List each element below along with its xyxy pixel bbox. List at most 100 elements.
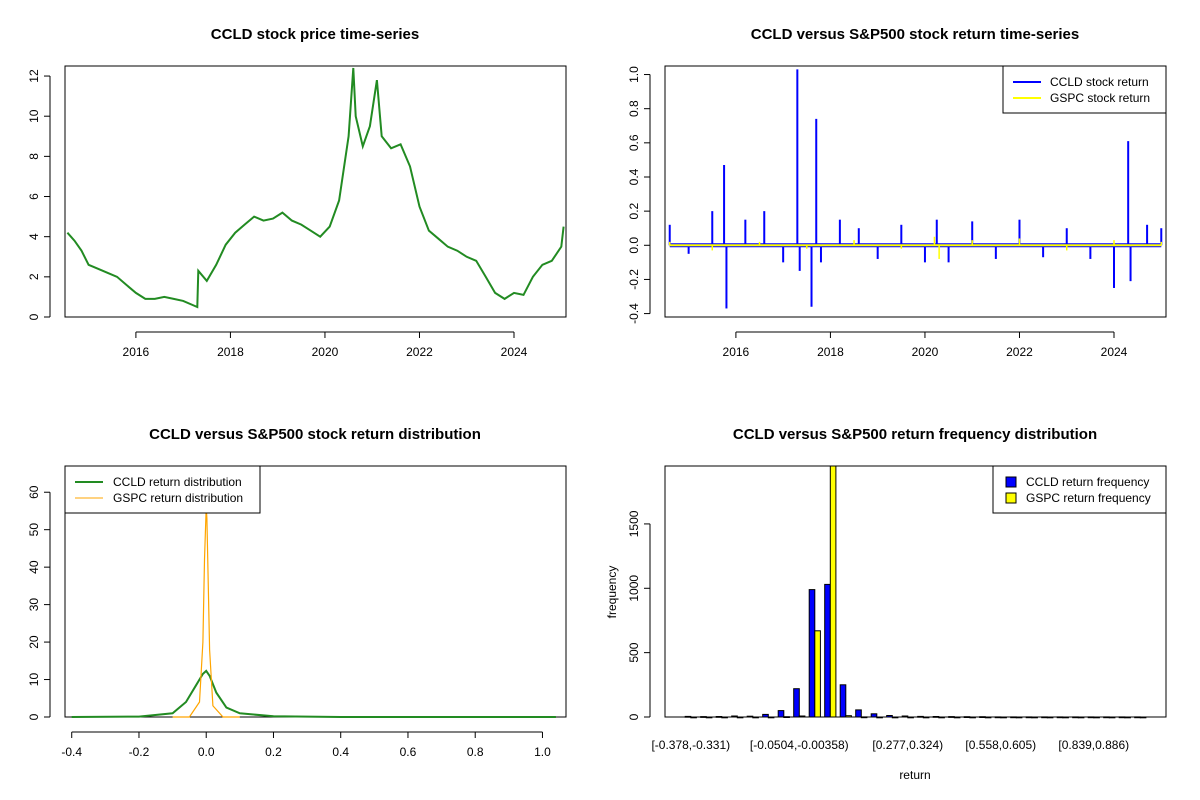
x-axis: 2016 2018 2020 2022 2024 [123, 331, 528, 359]
ccld-frequency-bar [886, 715, 893, 718]
gspc-frequency-bar [705, 716, 713, 719]
ccld-frequency-bar [963, 716, 971, 719]
y-tick-label: 0 [27, 713, 41, 720]
gspc-frequency-bar [907, 716, 914, 719]
series-line-ccld [66, 67, 565, 309]
gspc-frequency-bar [767, 716, 775, 719]
x-tick-label: 2020 [912, 345, 939, 359]
gspc-frequency-bar [1046, 716, 1054, 719]
legend-label: GSPC return frequency [1026, 491, 1151, 505]
ccld-frequency-bar [1134, 716, 1141, 719]
y-tick-label: 6 [27, 193, 41, 200]
legend-label: GSPC stock return [1050, 91, 1150, 105]
legend: CCLD stock return GSPC stock return [1002, 65, 1167, 114]
gspc-frequency-bar [798, 715, 806, 718]
y-tick-label: 10 [27, 109, 41, 123]
y-tick-label: 2 [27, 273, 41, 280]
gspc-frequency-bar [690, 716, 697, 719]
gspc-frequency-bar [984, 716, 992, 719]
plot-area [71, 507, 556, 718]
gspc-frequency-bar [876, 716, 883, 719]
x-tick-label: 0.6 [400, 745, 417, 759]
x-tick-label: 0.8 [467, 745, 484, 759]
plot-frame [664, 465, 1167, 718]
x-tick-label: [-0.378,-0.331) [651, 738, 730, 752]
x-tick-label: 2024 [501, 345, 528, 359]
ccld-frequency-bar [715, 716, 723, 718]
y-tick-label: 8 [27, 153, 41, 160]
gspc-frequency-bar [1124, 716, 1131, 719]
chart-title: CCLD versus S&P500 stock return time-ser… [751, 26, 1079, 43]
plot-frame [664, 65, 1167, 318]
legend-swatch [1005, 492, 1017, 504]
ccld-frequency-bar [793, 688, 800, 718]
x-tick-label: [0.558,0.605) [965, 738, 1036, 752]
legend-box [992, 465, 1167, 514]
plot-frame [64, 65, 567, 318]
chart-title: CCLD versus S&P500 return frequency dist… [733, 426, 1097, 443]
y-tick-label: 12 [27, 69, 41, 83]
gspc-frequency-bar [829, 465, 837, 718]
panel-return-distribution: CCLD versus S&P500 stock return distribu… [27, 426, 567, 759]
ccld-density-curve [71, 669, 556, 718]
y-tick-label: 1000 [627, 575, 641, 602]
ccld-frequency-bar [870, 713, 878, 718]
ccld-frequency-bar [994, 716, 1002, 719]
ccld-frequency-bar [1041, 716, 1048, 719]
x-tick-label: 2016 [123, 345, 150, 359]
x-tick-label: 2022 [1006, 345, 1033, 359]
gspc-frequency-bar [953, 716, 961, 719]
plot-area [668, 69, 1163, 309]
gspc-frequency-bar [1062, 716, 1069, 719]
gspc-density-curve [172, 507, 240, 718]
ccld-frequency-bar [979, 716, 986, 719]
ccld-frequency-bar [1118, 716, 1126, 719]
legend: CCLD return frequency GSPC return freque… [992, 465, 1167, 514]
x-tick-label: 2016 [723, 345, 750, 359]
gspc-frequency-bar [1031, 716, 1038, 719]
y-tick-label: 20 [27, 635, 41, 649]
y-axis-label: frequency [605, 566, 619, 619]
gspc-frequency-bar [1108, 716, 1116, 719]
legend-label: CCLD return frequency [1026, 475, 1149, 489]
gspc-frequency-bar [1000, 716, 1007, 719]
x-tick-label: 0.0 [198, 745, 215, 759]
gspc-frequency-bar [814, 630, 821, 718]
y-tick-label: 30 [27, 598, 41, 612]
y-axis: 0 2 4 6 8 10 12 [27, 69, 51, 320]
legend-swatch [1005, 476, 1017, 488]
x-tick-label: [0.277,0.324) [872, 738, 943, 752]
ccld-frequency-bar [855, 709, 862, 718]
x-tick-label: 2020 [312, 345, 339, 359]
ccld-frequency-bar [839, 684, 847, 718]
y-tick-label: 0 [27, 313, 41, 320]
x-tick-label: 2018 [817, 345, 844, 359]
gspc-frequency-bar [1139, 716, 1147, 719]
ccld-frequency-bar [824, 583, 831, 718]
x-tick-label: [0.839,0.886) [1058, 738, 1129, 752]
x-tick-label: 1.0 [534, 745, 551, 759]
x-tick-label: -0.2 [129, 745, 150, 759]
ccld-frequency-bar [684, 715, 692, 718]
ccld-frequency-bar [1056, 716, 1064, 719]
y-tick-label: -0.4 [627, 303, 641, 324]
ccld-frequency-bar [700, 716, 707, 718]
y-tick-label: 0.4 [627, 168, 641, 185]
ccld-frequency-bar [746, 715, 754, 718]
panel-return-frequency: CCLD versus S&P500 return frequency dist… [605, 426, 1167, 782]
y-tick-label: 1500 [627, 510, 641, 537]
ccld-frequency-bar [1087, 716, 1095, 719]
gspc-frequency-bar [845, 715, 852, 718]
gspc-frequency-bar [783, 716, 790, 719]
ccld-frequency-bar [808, 589, 816, 718]
panel-price-timeseries: CCLD stock price time-series 2016 2018 202… [27, 26, 567, 359]
legend-label: CCLD return distribution [113, 475, 242, 489]
legend-box [1002, 65, 1167, 114]
gspc-frequency-bar [969, 716, 976, 719]
ccld-frequency-bar [777, 710, 785, 718]
x-tick-label: 0.2 [265, 745, 282, 759]
x-tick-label: [-0.0504,-0.00358) [750, 738, 849, 752]
y-tick-label: 0.0 [627, 237, 641, 254]
chart-title: CCLD versus S&P500 stock return distribu… [149, 426, 481, 443]
